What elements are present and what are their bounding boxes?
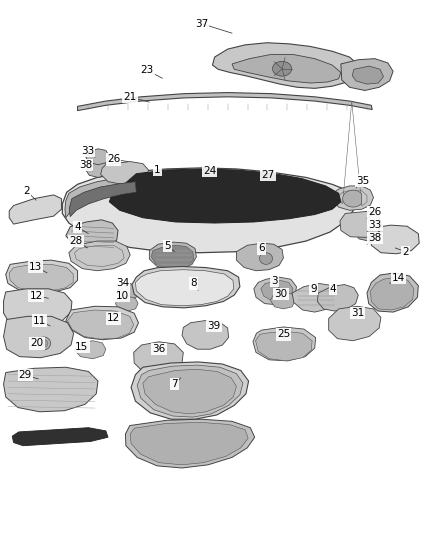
- Polygon shape: [74, 341, 106, 359]
- Polygon shape: [371, 277, 414, 310]
- Text: 29: 29: [19, 370, 32, 380]
- Text: 26: 26: [107, 155, 120, 164]
- Polygon shape: [237, 243, 283, 271]
- Polygon shape: [367, 273, 418, 312]
- Polygon shape: [65, 175, 139, 217]
- Polygon shape: [332, 186, 374, 211]
- Polygon shape: [341, 59, 393, 91]
- Polygon shape: [212, 43, 358, 88]
- Text: 34: 34: [116, 278, 129, 288]
- Polygon shape: [116, 296, 138, 311]
- Text: 23: 23: [141, 66, 154, 75]
- Polygon shape: [196, 177, 251, 196]
- Text: 15: 15: [75, 342, 88, 352]
- Text: 35: 35: [356, 175, 369, 185]
- Polygon shape: [86, 149, 110, 165]
- Polygon shape: [355, 212, 380, 227]
- Polygon shape: [6, 260, 78, 293]
- Text: 1: 1: [154, 165, 160, 175]
- Polygon shape: [253, 327, 316, 361]
- Polygon shape: [12, 427, 108, 446]
- Polygon shape: [137, 365, 243, 417]
- Text: 2: 2: [23, 186, 30, 196]
- Polygon shape: [340, 212, 382, 237]
- Text: 33: 33: [368, 220, 381, 230]
- Polygon shape: [62, 168, 354, 253]
- Text: 6: 6: [258, 244, 265, 254]
- Polygon shape: [355, 225, 380, 241]
- Ellipse shape: [259, 253, 272, 264]
- Text: 12: 12: [107, 313, 120, 324]
- Text: 4: 4: [74, 222, 81, 232]
- Polygon shape: [66, 306, 138, 340]
- Polygon shape: [352, 66, 384, 84]
- Text: 11: 11: [33, 316, 46, 326]
- Text: 21: 21: [123, 92, 136, 102]
- Polygon shape: [9, 195, 61, 224]
- Text: 25: 25: [277, 329, 290, 340]
- Polygon shape: [255, 331, 312, 361]
- Polygon shape: [69, 182, 136, 216]
- Polygon shape: [4, 289, 72, 327]
- Polygon shape: [4, 367, 98, 412]
- Polygon shape: [101, 161, 148, 184]
- Text: 38: 38: [79, 160, 92, 169]
- Polygon shape: [78, 93, 372, 111]
- Polygon shape: [318, 285, 358, 311]
- Text: 20: 20: [31, 338, 44, 349]
- Text: 33: 33: [81, 146, 94, 156]
- Text: 12: 12: [30, 290, 43, 301]
- Polygon shape: [130, 422, 248, 465]
- Polygon shape: [343, 190, 361, 207]
- Ellipse shape: [272, 61, 292, 76]
- Polygon shape: [69, 241, 130, 271]
- Polygon shape: [134, 342, 184, 374]
- Polygon shape: [4, 317, 74, 358]
- Polygon shape: [125, 419, 254, 468]
- Ellipse shape: [38, 337, 50, 350]
- Polygon shape: [86, 161, 110, 177]
- Text: 3: 3: [272, 276, 278, 286]
- Text: 28: 28: [70, 236, 83, 246]
- Text: 39: 39: [207, 321, 220, 331]
- Polygon shape: [132, 266, 240, 308]
- Text: 7: 7: [171, 379, 178, 389]
- Polygon shape: [232, 54, 341, 83]
- Ellipse shape: [40, 340, 48, 347]
- Text: 27: 27: [261, 171, 274, 180]
- Text: 10: 10: [116, 290, 129, 301]
- Polygon shape: [67, 310, 134, 339]
- Polygon shape: [149, 242, 196, 270]
- Polygon shape: [182, 320, 229, 349]
- Text: 30: 30: [274, 289, 287, 299]
- Text: 37: 37: [195, 19, 208, 29]
- Polygon shape: [9, 264, 73, 291]
- Polygon shape: [110, 169, 341, 223]
- Text: 24: 24: [203, 166, 216, 176]
- Text: 2: 2: [402, 247, 409, 257]
- Text: 14: 14: [392, 273, 405, 283]
- Polygon shape: [66, 220, 118, 249]
- Polygon shape: [135, 270, 234, 306]
- Polygon shape: [328, 306, 381, 341]
- Text: 9: 9: [311, 284, 317, 294]
- Polygon shape: [270, 292, 295, 309]
- Polygon shape: [254, 277, 297, 305]
- Polygon shape: [131, 362, 249, 419]
- Polygon shape: [254, 181, 315, 204]
- Text: 26: 26: [368, 207, 381, 217]
- Text: 38: 38: [368, 233, 381, 243]
- Polygon shape: [371, 225, 419, 254]
- Text: 13: 13: [29, 262, 42, 271]
- Text: 8: 8: [191, 278, 197, 288]
- Text: 31: 31: [351, 308, 364, 318]
- Polygon shape: [151, 245, 194, 269]
- Text: 4: 4: [330, 284, 336, 294]
- Text: 5: 5: [164, 241, 171, 252]
- Text: 36: 36: [152, 344, 166, 354]
- Polygon shape: [143, 369, 237, 414]
- Polygon shape: [261, 280, 293, 302]
- Polygon shape: [117, 284, 140, 300]
- Polygon shape: [292, 284, 339, 312]
